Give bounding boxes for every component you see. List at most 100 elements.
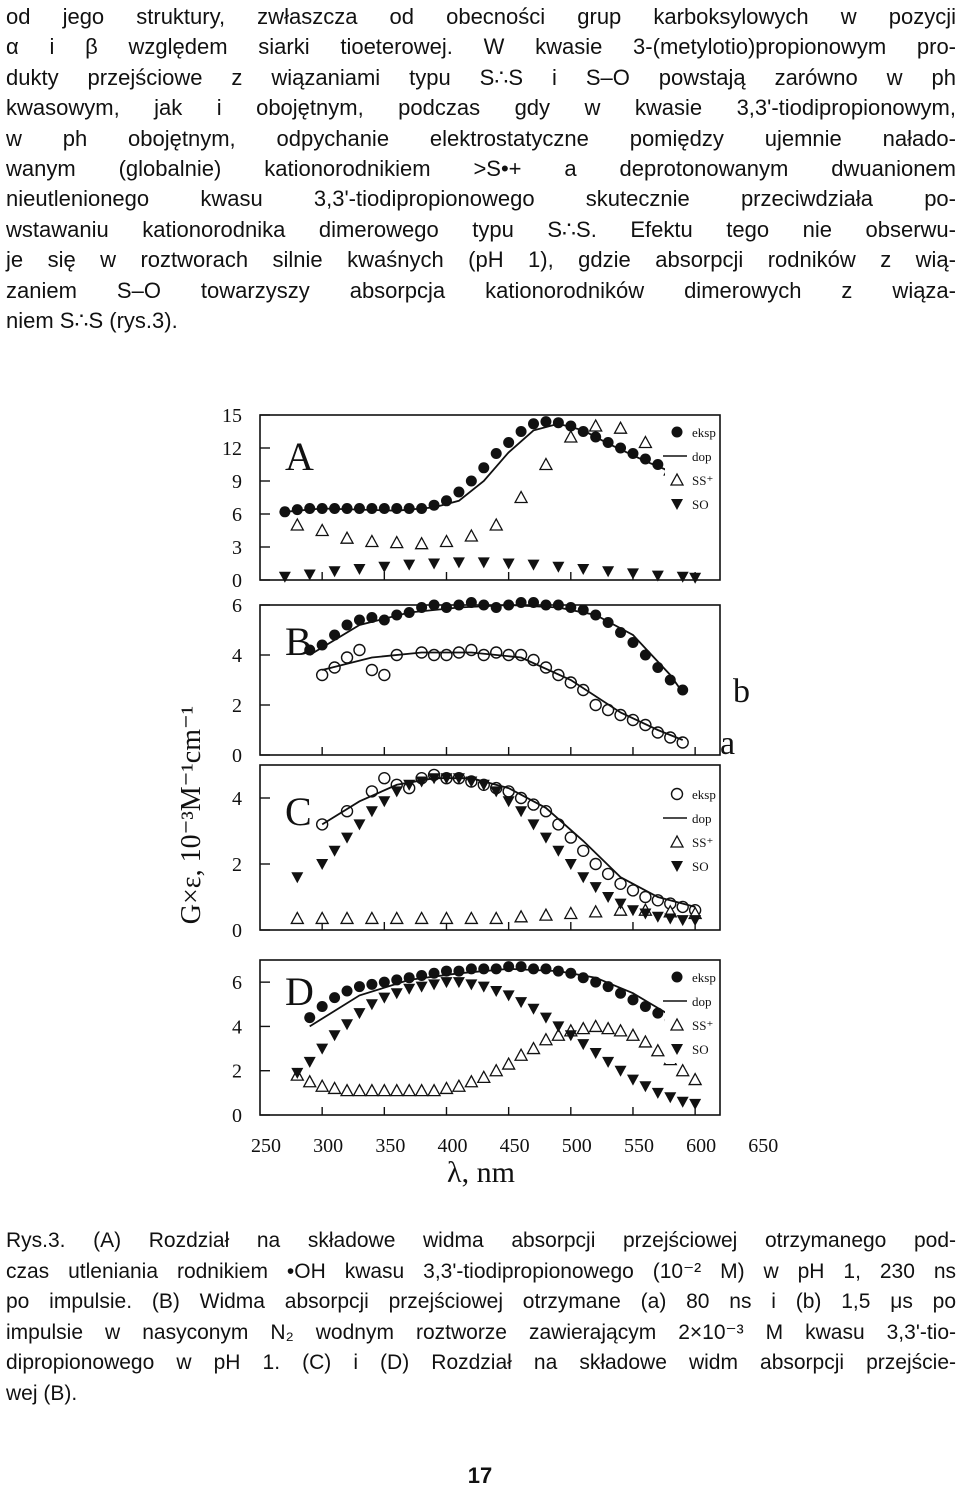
data-point	[476, 1069, 491, 1084]
data-point	[451, 1078, 467, 1092]
panel-frame	[259, 764, 721, 931]
series-eksp	[315, 768, 702, 917]
caption-line: impulsie w nasyconym N₂ wodnym roztworze…	[6, 1320, 956, 1344]
data-point	[552, 818, 565, 831]
data-point	[316, 1001, 328, 1012]
body-line: wstawaniu kationorodnika dimerowego typu…	[6, 216, 956, 242]
data-point	[538, 457, 554, 471]
body-line: zaniem S–O towarzyszy absorpcja kationor…	[6, 277, 956, 303]
legend-label: SS⁺	[692, 835, 713, 850]
data-point	[676, 1096, 689, 1108]
data-point	[428, 558, 441, 570]
data-point	[489, 517, 504, 531]
data-point	[671, 1044, 683, 1055]
data-point	[577, 844, 590, 857]
data-point	[304, 644, 316, 656]
data-point	[503, 961, 515, 973]
series-SS⁺	[290, 418, 703, 550]
data-point	[279, 506, 291, 518]
data-point	[613, 1023, 628, 1037]
data-point	[339, 911, 355, 925]
panel-label: C	[285, 789, 312, 834]
data-point	[689, 1098, 702, 1110]
data-point	[414, 911, 429, 925]
data-point	[577, 872, 590, 884]
data-point	[650, 1043, 665, 1057]
data-point	[290, 911, 305, 925]
data-point	[316, 639, 328, 651]
fit-line	[321, 651, 684, 741]
data-point	[564, 676, 578, 689]
data-point	[627, 637, 639, 648]
data-point	[440, 773, 453, 785]
y-tick-label: 6	[232, 595, 242, 617]
caption-line: Rys.3. (A) Rozdział na składowe widma ab…	[6, 1229, 956, 1252]
y-tick-label: 12	[222, 438, 242, 460]
data-point	[390, 786, 403, 798]
data-point	[528, 963, 540, 975]
data-point	[439, 1081, 454, 1095]
data-point	[588, 904, 603, 918]
data-point	[651, 570, 664, 582]
data-point	[564, 1030, 577, 1042]
data-point	[664, 674, 676, 686]
data-point	[291, 1067, 304, 1079]
series-a-fit	[321, 651, 684, 741]
data-point	[303, 1056, 316, 1068]
data-point	[676, 571, 689, 583]
data-point	[602, 566, 615, 578]
y-tick-label: 2	[232, 854, 242, 876]
data-point	[316, 1043, 329, 1055]
panel-B: 0 2 4 6 B	[232, 595, 721, 767]
data-point	[502, 796, 515, 808]
body-line: w ph obojętnym, odpychanie elektrostatyc…	[6, 125, 956, 151]
data-point	[669, 834, 685, 848]
data-point	[415, 981, 428, 993]
x-tick-label: 350	[375, 1135, 405, 1157]
data-point	[670, 787, 684, 801]
data-point	[378, 561, 391, 573]
data-point	[465, 776, 478, 788]
data-point	[639, 908, 652, 920]
data-point	[353, 981, 365, 993]
data-point	[601, 1021, 616, 1035]
data-point	[328, 1030, 341, 1042]
data-point	[365, 663, 379, 677]
data-point	[577, 1039, 590, 1051]
series-a	[315, 643, 689, 749]
data-point	[315, 1078, 330, 1092]
data-point	[614, 898, 627, 910]
x-tick-label: 400	[437, 1135, 467, 1157]
data-point	[452, 557, 465, 569]
data-point	[426, 1083, 442, 1097]
data-point	[303, 569, 316, 581]
y-tick-label: 0	[232, 745, 242, 767]
data-point	[589, 1048, 602, 1059]
data-point	[315, 668, 329, 682]
data-point	[502, 558, 515, 570]
data-point	[490, 786, 503, 798]
data-point	[540, 599, 552, 611]
legend-label: SO	[692, 497, 709, 512]
data-point	[478, 599, 490, 611]
data-point	[477, 981, 490, 993]
x-tick-label: 650	[748, 1135, 778, 1157]
fit-line	[309, 967, 696, 1032]
data-point	[490, 602, 502, 613]
data-point	[651, 911, 664, 923]
data-point	[341, 619, 353, 631]
data-point	[403, 559, 416, 571]
data-point	[689, 915, 702, 927]
legend-label: eksp	[692, 425, 716, 440]
data-point	[664, 913, 677, 925]
data-point	[329, 992, 341, 1004]
data-point	[453, 599, 465, 611]
y-tick-label: 0	[232, 570, 242, 592]
data-point	[676, 915, 689, 927]
y-tick-label: 2	[232, 1061, 242, 1083]
data-point	[439, 911, 454, 925]
data-point	[626, 568, 639, 580]
series-SO	[291, 977, 702, 1110]
